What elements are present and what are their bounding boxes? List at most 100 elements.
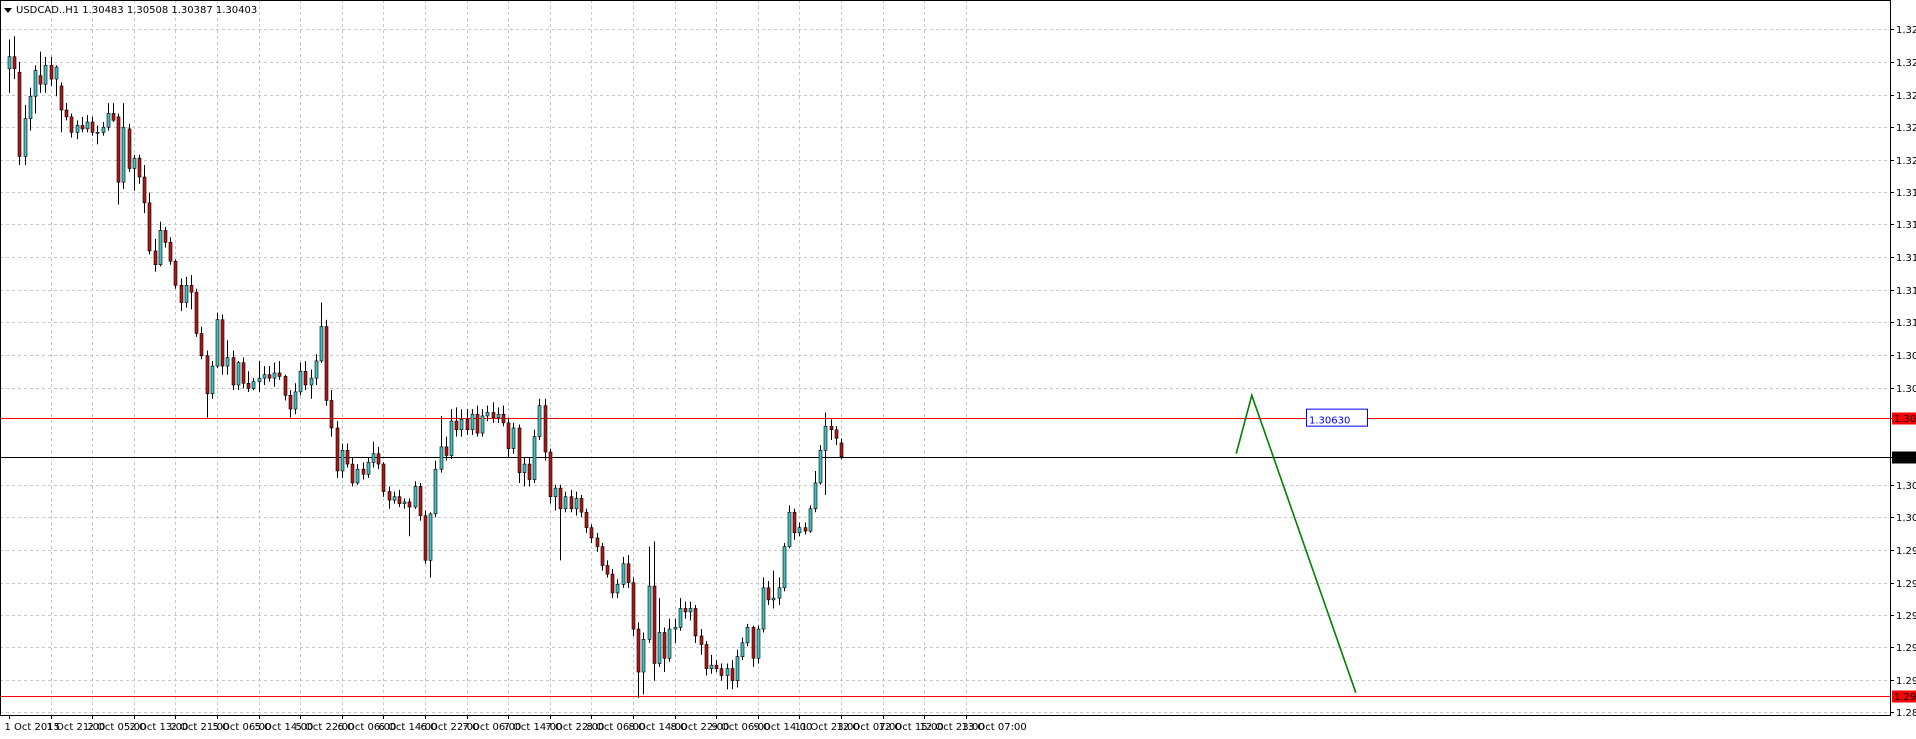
y-tick-label: 1.30805 bbox=[1896, 384, 1916, 395]
candle-body bbox=[631, 582, 636, 630]
candle-body bbox=[433, 468, 438, 515]
price-box-layer: 1.30630 bbox=[1306, 408, 1368, 427]
candle-body bbox=[49, 65, 54, 80]
candle-body bbox=[38, 75, 43, 85]
horizontal-lines bbox=[0, 418, 1890, 697]
candle-body bbox=[465, 419, 470, 430]
x-tick-label: 1 Oct 2015 bbox=[5, 722, 60, 733]
candle-body bbox=[485, 412, 490, 417]
candle-body bbox=[163, 230, 168, 243]
price-box bbox=[1306, 408, 1368, 427]
candle-body bbox=[241, 362, 246, 384]
candle-body bbox=[579, 498, 584, 513]
candle-body bbox=[179, 285, 184, 303]
candle-body bbox=[95, 132, 100, 134]
candle-body bbox=[298, 370, 303, 393]
candle-body bbox=[714, 664, 719, 669]
candle-body bbox=[517, 427, 522, 473]
candle-body bbox=[834, 429, 839, 439]
candle-body bbox=[558, 487, 563, 510]
candle-body bbox=[189, 285, 194, 293]
price-line-label: 1.29009 bbox=[1894, 692, 1916, 703]
x-tick-label: 12 Oct 07:00 bbox=[837, 722, 902, 733]
candle-body bbox=[740, 642, 745, 657]
candle-body bbox=[673, 627, 678, 630]
x-tick-label: 1 Oct 21:00 bbox=[47, 722, 106, 733]
candle-body bbox=[7, 56, 12, 70]
candle-body bbox=[459, 419, 464, 430]
candle-body bbox=[132, 157, 137, 169]
candle-body bbox=[59, 85, 64, 111]
price-line-label-bg bbox=[1892, 412, 1916, 425]
candle-body bbox=[17, 71, 22, 157]
y-tick-label: 1.31188 bbox=[1896, 318, 1916, 329]
x-tick-label: 2 Oct 13:00 bbox=[130, 722, 189, 733]
chart-header: USDCAD..H1 1.30483 1.30508 1.30387 1.304… bbox=[4, 5, 257, 16]
candle-body bbox=[428, 513, 433, 561]
candle-body bbox=[33, 70, 38, 97]
candle-body bbox=[121, 126, 126, 183]
candle-body bbox=[511, 427, 516, 449]
candle-body bbox=[610, 573, 615, 594]
candle-body bbox=[387, 491, 392, 501]
candle-body bbox=[730, 668, 735, 681]
candle-body bbox=[652, 585, 657, 664]
y-tick-label: 1.29295 bbox=[1896, 643, 1916, 654]
candle-body bbox=[142, 176, 147, 204]
x-tick-label: 11 Oct 23:00 bbox=[795, 722, 860, 733]
price-line-label: 1.30630 bbox=[1894, 414, 1916, 425]
candle-body bbox=[719, 668, 724, 676]
candle-body bbox=[371, 453, 376, 463]
candle-body bbox=[423, 515, 428, 561]
candle-body bbox=[303, 370, 308, 386]
candle-body bbox=[220, 319, 225, 367]
candle-body bbox=[283, 376, 288, 396]
candle-body bbox=[688, 608, 693, 613]
projection-line bbox=[1235, 392, 1357, 693]
x-tick-label: 8 Oct 14:00 bbox=[629, 722, 688, 733]
x-tick-label: 5 Oct 22:00 bbox=[296, 722, 355, 733]
candle-body bbox=[470, 413, 475, 430]
candle-body bbox=[345, 450, 350, 465]
candle-body bbox=[595, 537, 600, 547]
candle-body bbox=[397, 496, 402, 504]
candle-body bbox=[813, 482, 818, 510]
candle-body bbox=[324, 326, 329, 401]
y-tick-label: 1.29480 bbox=[1896, 611, 1916, 622]
candle-body bbox=[168, 242, 173, 262]
candle-body bbox=[829, 425, 834, 430]
candle-body bbox=[756, 628, 761, 659]
x-tick-label: 2 Oct 05:00 bbox=[88, 722, 147, 733]
x-tick-label: 6 Oct 22:00 bbox=[421, 722, 480, 733]
candle-body bbox=[199, 333, 204, 357]
x-tick-label: 6 Oct 14:00 bbox=[379, 722, 438, 733]
candle-body bbox=[605, 565, 610, 575]
candle-body bbox=[678, 608, 683, 628]
candle-body bbox=[137, 157, 142, 178]
candle-body bbox=[745, 627, 750, 644]
candle-body bbox=[657, 632, 662, 664]
candle-body bbox=[667, 628, 672, 659]
candle-body bbox=[641, 639, 646, 673]
candle-body bbox=[85, 121, 90, 130]
candle-body bbox=[735, 656, 740, 681]
candle-body bbox=[158, 230, 163, 265]
candle-body bbox=[418, 486, 423, 516]
candle-body bbox=[621, 563, 626, 585]
candle-body bbox=[101, 126, 106, 133]
candle-body bbox=[439, 446, 444, 470]
candle-body bbox=[402, 501, 407, 504]
candle-body bbox=[147, 202, 152, 252]
dropdown-triangle-icon[interactable] bbox=[4, 8, 12, 13]
candle-body bbox=[782, 546, 787, 589]
candle-body bbox=[277, 372, 282, 377]
candle-body bbox=[548, 451, 553, 498]
candle-body bbox=[522, 463, 527, 473]
candle-body bbox=[766, 587, 771, 601]
x-tick-label: 9 Oct 06:00 bbox=[712, 722, 771, 733]
candle-body bbox=[413, 486, 418, 508]
candle-body bbox=[257, 377, 262, 382]
candle-body bbox=[69, 116, 74, 133]
candle-body bbox=[407, 501, 412, 508]
